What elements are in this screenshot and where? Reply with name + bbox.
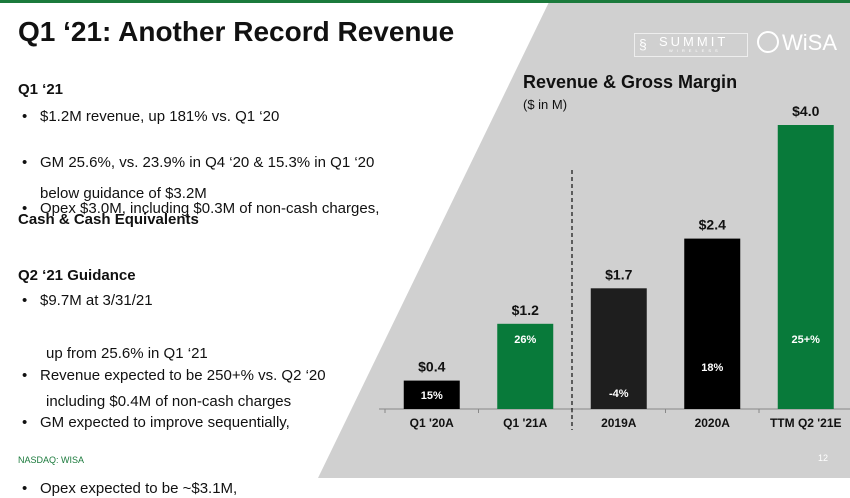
summit-logo: § SUMMIT WIRELESS [634, 33, 748, 57]
q2-heading: Q2 ‘21 Guidance [18, 267, 136, 284]
q2-bullet-continued: up from 25.6% in Q1 ‘21 [46, 345, 208, 362]
q1-bullet: GM 25.6%, vs. 23.9% in Q4 ‘20 & 15.3% in… [18, 154, 850, 172]
q1-bullet: $1.2M revenue, up 181% vs. Q1 ‘20 [18, 108, 850, 126]
value-label: $4.0 [792, 103, 819, 119]
revenue-chart: $0.4 15% Q1 '20A $1.2 26% Q1 '21A $1.7 -4% 2019A… [379, 103, 850, 430]
wisa-wave-icon [757, 31, 779, 53]
q1-bullet-continued: below guidance of $3.2M [40, 185, 207, 202]
bar-3 [684, 238, 741, 409]
bar-2 [590, 288, 647, 409]
cash-heading: Cash & Cash Equivalents [18, 211, 199, 228]
value-label: $2.4 [699, 217, 726, 233]
value-label: $0.4 [418, 359, 445, 375]
bar-4 [777, 125, 834, 409]
margin-label: 25+% [792, 334, 821, 346]
value-label: $1.2 [512, 302, 539, 318]
bar-0 [403, 380, 460, 409]
page-number: 12 [818, 453, 829, 463]
x-tick-label: Q1 '21A [503, 416, 548, 430]
value-label: $1.7 [605, 266, 632, 282]
q2-bullet: GM expected to improve sequentially, [18, 414, 850, 432]
x-tick-label: Q1 '20A [410, 416, 455, 430]
q1-bullet: Opex $3.0M, including $0.3M of non-cash … [18, 200, 850, 218]
wisa-logo: WiSA [757, 30, 837, 56]
ticker-label: NASDAQ: WISA [18, 455, 85, 465]
q2-bullet-continued: including $0.4M of non-cash charges [46, 393, 292, 410]
bar-1 [497, 323, 554, 409]
margin-label: 26% [514, 334, 536, 346]
summit-s-icon: § [639, 36, 647, 52]
q2-bullet: Opex expected to be ~$3.1M, [18, 480, 850, 498]
margin-label: 15% [421, 390, 443, 402]
page-title: Q1 ‘21: Another Record Revenue [18, 16, 455, 47]
q2-bullet: Revenue expected to be 250+% vs. Q2 ‘20 [18, 367, 850, 385]
cash-bullet: $9.7M at 3/31/21 [18, 292, 850, 310]
margin-label: 18% [701, 362, 723, 374]
wisa-logo-text: WiSA [782, 30, 837, 55]
top-accent-bar [0, 0, 850, 3]
summit-logo-text: SUMMIT [659, 34, 729, 49]
chart-subtitle: ($ in M) [523, 97, 568, 112]
q1-heading: Q1 ‘21 [18, 81, 64, 98]
x-tick-label: 2019A [601, 416, 637, 430]
margin-label: -4% [609, 388, 629, 400]
x-tick-label: TTM Q2 '21E [770, 416, 842, 430]
chart-title: Revenue & Gross Margin [523, 72, 738, 92]
x-tick-label: 2020A [695, 416, 731, 430]
summit-logo-subtext: WIRELESS [669, 48, 722, 53]
